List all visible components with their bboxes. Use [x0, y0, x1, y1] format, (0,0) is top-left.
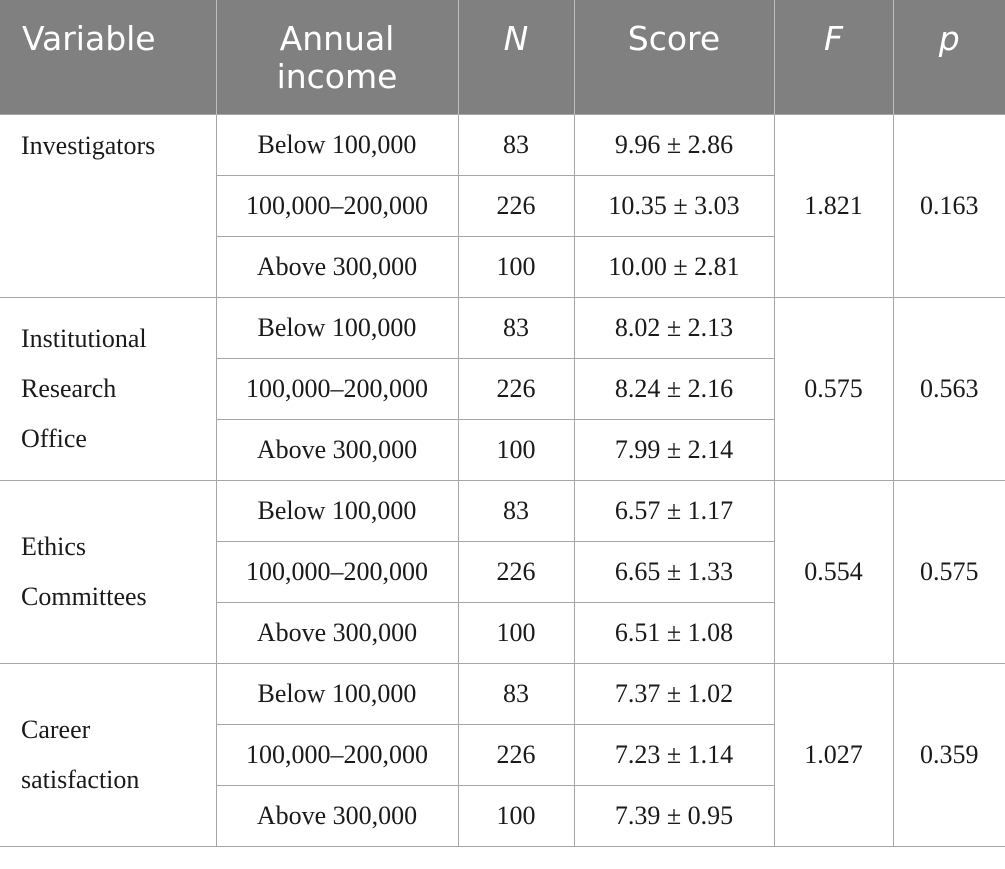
income-cell: 100,000–200,000 — [215, 174, 459, 237]
score-cell: 6.57 ± 1.17 — [573, 479, 775, 542]
score-cell: 7.23 ± 1.14 — [573, 723, 775, 786]
income-cell: Below 100,000 — [215, 296, 459, 359]
n-cell: 226 — [457, 540, 575, 603]
score-cell: 7.99 ± 2.14 — [573, 418, 775, 481]
income-cell: Below 100,000 — [215, 479, 459, 542]
score-cell: 9.96 ± 2.86 — [573, 113, 775, 176]
income-cell: Above 300,000 — [215, 235, 459, 298]
header-score: Score — [573, 0, 775, 114]
header-variable: Variable — [0, 0, 217, 114]
score-cell: 7.37 ± 1.02 — [573, 662, 775, 725]
score-cell: 7.39 ± 0.95 — [573, 784, 775, 847]
income-cell: 100,000–200,000 — [215, 723, 459, 786]
income-cell: Below 100,000 — [215, 113, 459, 176]
income-cell: Below 100,000 — [215, 662, 459, 725]
income-score-table: Variable Annual income N Score F p Invest… — [0, 0, 1005, 847]
table-row: 100,000–200,000 226 6.65 ± 1.33 — [0, 540, 1005, 603]
header-p: p — [892, 0, 1005, 114]
income-cell: 100,000–200,000 — [215, 540, 459, 603]
table-row: Institutional Research Office Below 100,… — [0, 296, 1005, 481]
header-f: F — [773, 0, 894, 114]
f-cell: 1.821 — [773, 113, 894, 298]
header-annual-income: Annual income — [215, 0, 459, 114]
n-cell: 83 — [457, 296, 575, 359]
variable-cell: Institutional Research Office — [0, 296, 217, 481]
score-cell: 10.35 ± 3.03 — [573, 174, 775, 237]
n-cell: 83 — [457, 479, 575, 542]
table-row: 100,000–200,000 226 7.23 ± 1.14 — [0, 723, 1005, 786]
score-cell: 8.24 ± 2.16 — [573, 357, 775, 420]
income-cell: Above 300,000 — [215, 601, 459, 664]
p-cell: 0.163 — [892, 113, 1005, 298]
score-cell: 6.51 ± 1.08 — [573, 601, 775, 664]
p-cell: 0.359 — [892, 662, 1005, 847]
score-cell: 6.65 ± 1.33 — [573, 540, 775, 603]
income-cell: 100,000–200,000 — [215, 357, 459, 420]
score-cell: 8.02 ± 2.13 — [573, 296, 775, 359]
score-cell: 10.00 ± 2.81 — [573, 235, 775, 298]
variable-cell: Career satisfaction — [0, 662, 217, 847]
header-row: Variable Annual income N Score F p — [0, 0, 1005, 114]
income-cell: Above 300,000 — [215, 418, 459, 481]
table-header: Variable Annual income N Score F p — [0, 0, 1005, 114]
n-cell: 226 — [457, 174, 575, 237]
f-cell: 1.027 — [773, 662, 894, 847]
table-row: Ethics Committees Below 100,000 83 6.57 … — [0, 479, 1005, 664]
n-cell: 100 — [457, 418, 575, 481]
n-cell: 226 — [457, 357, 575, 420]
n-cell: 100 — [457, 601, 575, 664]
n-cell: 226 — [457, 723, 575, 786]
n-cell: 100 — [457, 235, 575, 298]
n-cell: 100 — [457, 784, 575, 847]
income-cell: Above 300,000 — [215, 784, 459, 847]
header-n: N — [457, 0, 575, 114]
variable-cell: Investigators — [0, 113, 217, 298]
variable-cell: Ethics Committees — [0, 479, 217, 664]
table-row: Investigators Below 100,000 83 9.96 ± 2.… — [0, 113, 1005, 298]
p-cell: 0.563 — [892, 296, 1005, 481]
n-cell: 83 — [457, 113, 575, 176]
table-row: Above 300,000 100 7.39 ± 0.95 — [0, 784, 1005, 847]
p-cell: 0.575 — [892, 479, 1005, 664]
table-row: Career satisfaction Below 100,000 83 7.3… — [0, 662, 1005, 847]
n-cell: 83 — [457, 662, 575, 725]
f-cell: 0.575 — [773, 296, 894, 481]
table-row: 100,000–200,000 226 10.35 ± 3.03 — [0, 174, 1005, 237]
f-cell: 0.554 — [773, 479, 894, 664]
table-row: Above 300,000 100 7.99 ± 2.14 — [0, 418, 1005, 481]
table-row: Above 300,000 100 6.51 ± 1.08 — [0, 601, 1005, 664]
